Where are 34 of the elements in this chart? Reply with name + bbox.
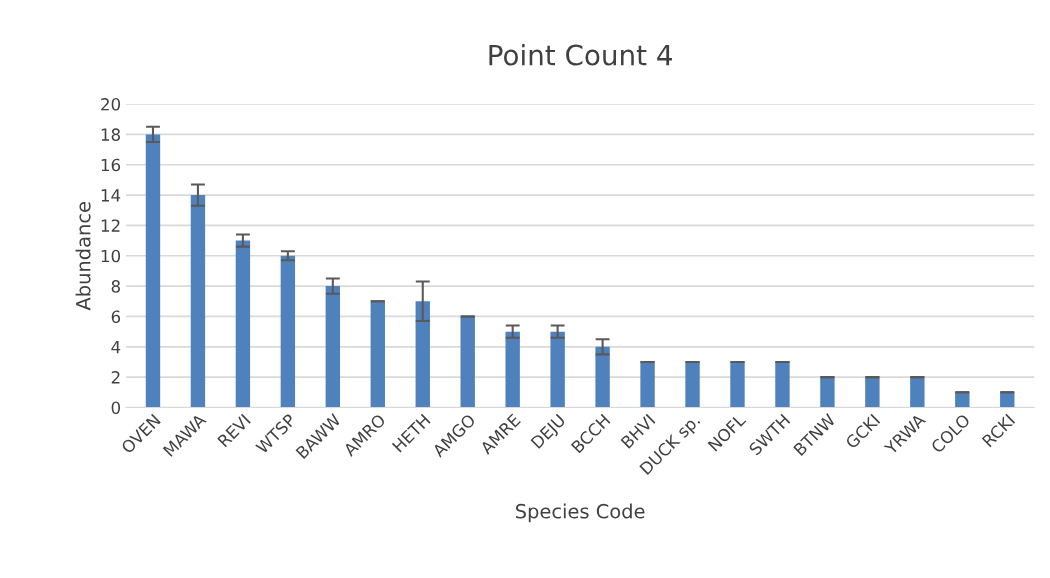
bar — [280, 255, 296, 408]
bar — [730, 361, 745, 408]
bar — [1000, 392, 1015, 408]
bar — [460, 316, 475, 408]
y-tick-label: 20 — [101, 98, 121, 111]
bar — [685, 361, 700, 408]
bar — [325, 286, 341, 408]
chart-title: Point Count 4 — [489, 44, 672, 66]
bar — [820, 377, 835, 408]
bar — [370, 301, 385, 408]
y-tick-label: 18 — [101, 128, 120, 141]
bar — [190, 195, 206, 408]
y-tick-label: 6 — [111, 310, 121, 324]
x-axis-title: Species Code — [516, 503, 645, 523]
y-tick-label: 0 — [111, 401, 121, 415]
bar — [865, 377, 880, 408]
y-tick-label: 2 — [111, 371, 120, 384]
bar — [505, 331, 520, 408]
y-tick-label: 10 — [101, 249, 121, 263]
bar — [145, 134, 161, 408]
bar — [955, 392, 970, 408]
bar — [550, 331, 565, 408]
y-tick-label: 4 — [111, 340, 121, 354]
y-tick-label: 12 — [101, 219, 120, 232]
y-axis-title: Abundance — [75, 202, 91, 311]
bar — [595, 346, 610, 408]
bar — [640, 361, 655, 408]
bar — [910, 377, 925, 408]
bar — [775, 361, 790, 408]
bar — [235, 240, 251, 408]
y-tick-label: 16 — [101, 158, 121, 172]
y-tick-label: 8 — [111, 280, 120, 293]
bar — [415, 301, 430, 408]
y-tick-label: 14 — [101, 189, 121, 202]
